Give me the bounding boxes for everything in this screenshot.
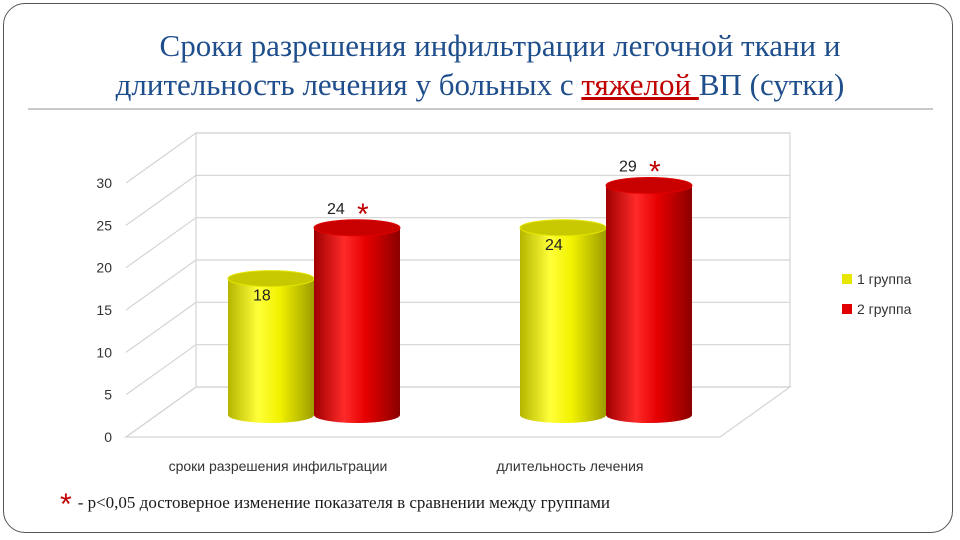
- labels-layer: 0 5 10 15 20 25 30 18 24 * сроки разрешения инфиль…: [96, 155, 661, 474]
- title-highlight: тяжелой: [581, 67, 699, 102]
- gridline: [125, 174, 790, 226]
- y-tick-label: 25: [96, 217, 112, 233]
- bar-1-2: [520, 227, 606, 423]
- slide-title: Сроки разрешения инфильтрации легочной т…: [0, 26, 960, 104]
- gridline: [125, 132, 790, 184]
- footnote-text: - p<0,05 достоверное изменение показател…: [77, 493, 610, 512]
- legend-swatch-1: [842, 274, 852, 284]
- y-tick-label: 5: [104, 387, 112, 403]
- bar-2-1: [314, 227, 400, 423]
- title-divider: [28, 108, 933, 110]
- title-line-2: длительность лечения у больных с тяжелой…: [0, 65, 960, 104]
- significance-marker: *: [649, 155, 661, 188]
- significance-marker: *: [357, 198, 369, 231]
- title-line-1: Сроки разрешения инфильтрации легочной т…: [159, 28, 841, 63]
- data-label: 24: [327, 201, 345, 218]
- bar-2-2: [606, 185, 692, 423]
- gridline: [125, 217, 790, 269]
- bar-top-1-1: [227, 270, 315, 288]
- legend-label-2: 2 группа: [857, 301, 912, 317]
- y-tick-label: 15: [96, 302, 112, 318]
- data-label: 29: [619, 158, 637, 175]
- legend-label-1: 1 группа: [857, 271, 912, 287]
- footnote-star: *: [60, 488, 72, 521]
- y-tick-label: 20: [96, 260, 112, 276]
- bar-top-2-2: [605, 176, 693, 194]
- bar-top-1-2: [519, 219, 607, 237]
- title-line-2-end: ВП (сутки): [698, 67, 845, 102]
- legend: 1 группа 2 группа: [842, 271, 912, 317]
- bars-layer: [227, 176, 693, 423]
- y-tick-label: 30: [96, 175, 112, 191]
- y-tick-label: 10: [96, 344, 112, 360]
- title-line-2-start: длительность лечения у больных с: [115, 67, 582, 102]
- legend-swatch-2: [842, 304, 852, 314]
- bar-1-1: [228, 278, 314, 423]
- slide-frame: [3, 3, 953, 533]
- bar-top-2-1: [313, 219, 401, 237]
- data-label: 18: [253, 288, 271, 305]
- data-label: 24: [545, 237, 563, 254]
- x-category-label: длительность лечения: [496, 458, 643, 474]
- footnote: * - p<0,05 достоверное изменение показате…: [60, 488, 610, 522]
- y-tick-label: 0: [104, 429, 112, 445]
- x-category-label: сроки разрешения инфильтрации: [169, 458, 388, 474]
